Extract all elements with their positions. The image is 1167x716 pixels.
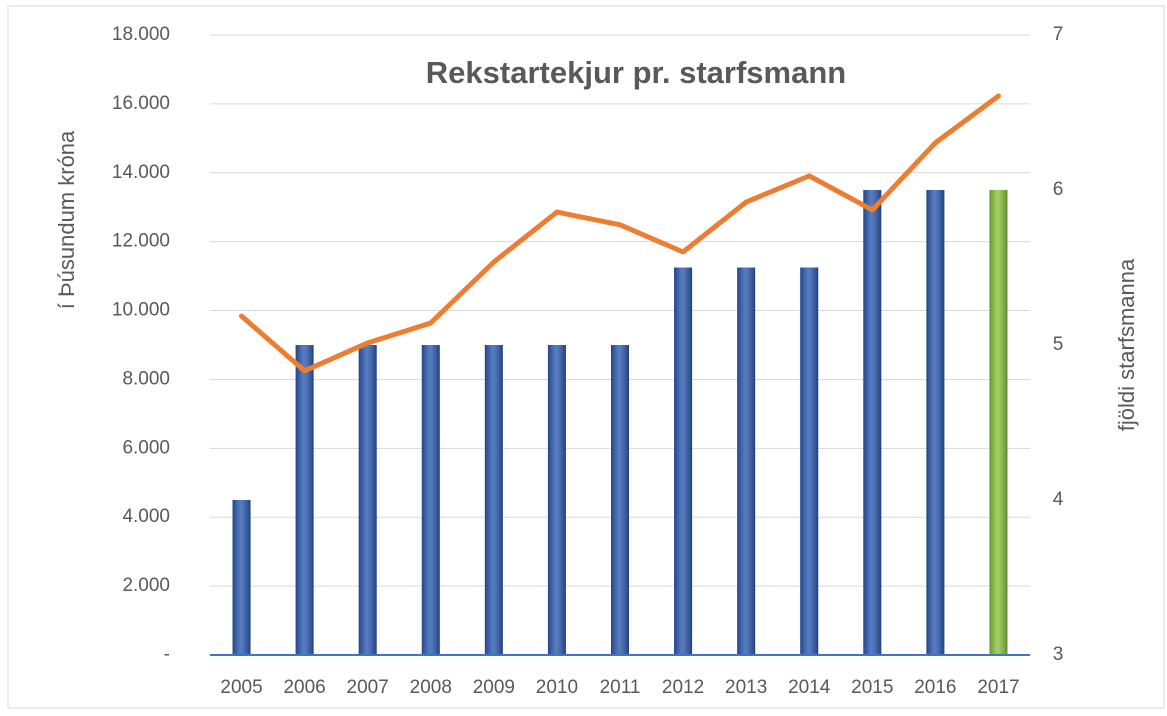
x-tick-label: 2013 (725, 677, 767, 698)
x-tick-label: 2005 (220, 677, 262, 698)
y-tick-label: 8.000 (122, 368, 170, 389)
bar-shine (989, 190, 1008, 655)
x-tick-label: 2009 (473, 677, 515, 698)
y2-tick-label: 5 (1053, 334, 1064, 355)
bar-shine (295, 345, 314, 655)
y-tick-label: 2.000 (122, 575, 170, 596)
y2-tick-label: 3 (1053, 644, 1064, 665)
y-tick-label: - (164, 644, 170, 665)
x-tick-label: 2007 (347, 677, 389, 698)
bar-shine (358, 345, 377, 655)
x-tick-label: 2011 (600, 677, 641, 698)
y-tick-label: 16.000 (112, 93, 170, 114)
bar-shine (800, 267, 819, 655)
y-tick-label: 6.000 (122, 437, 170, 458)
x-tick-label: 2010 (536, 677, 578, 698)
y-tick-label: 18.000 (112, 24, 170, 45)
y2-tick-label: 6 (1053, 179, 1064, 200)
bar-shine (421, 345, 440, 655)
x-tick-label: 2016 (914, 677, 956, 698)
bar-shine (484, 345, 503, 655)
chart-frame (7, 5, 1165, 709)
y-axis-label: í Þúsundum króna (54, 130, 79, 309)
bar-shine (232, 500, 251, 655)
y2-tick-label: 7 (1053, 24, 1064, 45)
bar-shine (737, 267, 756, 655)
y2-tick-label: 4 (1053, 489, 1064, 510)
line (239, 93, 1001, 374)
x-tick-label: 2006 (283, 677, 325, 698)
y-tick-label: 14.000 (112, 162, 170, 183)
x-tick-label: 2015 (851, 677, 893, 698)
bar-shine (547, 345, 566, 655)
y-tick-label: 12.000 (112, 231, 170, 252)
x-tick-label: 2008 (410, 677, 452, 698)
x-tick-label: 2014 (788, 677, 831, 698)
bar-shine (863, 190, 882, 655)
bar-shine (611, 345, 629, 655)
x-tick-label: 2012 (662, 677, 704, 698)
x-tick-label: 2017 (977, 677, 1019, 698)
y-tick-label: 10.000 (112, 300, 170, 321)
bar-shine (926, 190, 945, 655)
bar-shine (674, 267, 693, 655)
y-tick-label: 4.000 (122, 506, 170, 527)
y2-axis-label: fjöldi starfsmanna (1114, 258, 1139, 431)
chart-title: Rekstartekjur pr. starfsmann (426, 55, 846, 90)
